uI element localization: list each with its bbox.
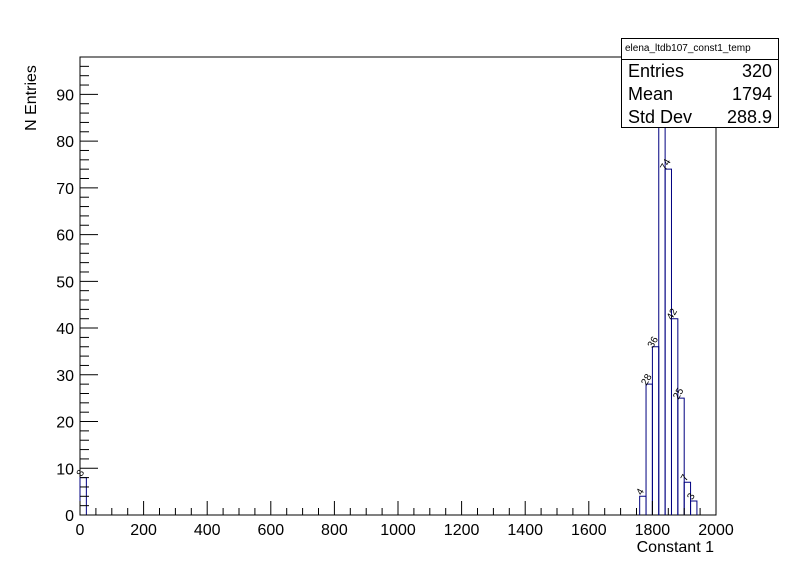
y-tick-label: 40 xyxy=(56,321,74,338)
histogram-bin xyxy=(690,500,698,515)
x-tick-label: 800 xyxy=(321,522,348,539)
stats-value: 320 xyxy=(741,61,772,81)
stats-row-mean: Mean 1794 xyxy=(622,83,778,106)
bin-value-label: 74 xyxy=(659,157,674,173)
bin-value-label: 42 xyxy=(665,307,680,323)
x-axis: 0 200 400 600 800 1000 1200 1400 1600 1800 2000 xyxy=(76,501,734,539)
stats-value: 288.9 xyxy=(726,107,772,127)
stats-label: Mean xyxy=(628,84,674,104)
histogram-bin xyxy=(677,397,685,515)
y-tick-label: 60 xyxy=(56,228,74,245)
stats-box: elena_ltdb107_const1_temp Entries 320 Me… xyxy=(621,38,779,128)
histogram-bin xyxy=(683,481,692,515)
y-tick-label: 0 xyxy=(65,508,74,525)
y-tick-label: 30 xyxy=(56,368,74,385)
stats-title: elena_ltdb107_const1_temp xyxy=(622,39,778,60)
y-tick-label: 20 xyxy=(56,415,74,432)
histogram-bars xyxy=(79,56,698,515)
y-tick-label: 50 xyxy=(56,274,74,291)
x-tick-label: 200 xyxy=(130,522,157,539)
y-tick-label: 10 xyxy=(56,461,74,478)
stats-row-entries: Entries 320 xyxy=(622,60,778,83)
histogram-bin xyxy=(664,168,672,515)
x-tick-label: 1400 xyxy=(507,522,543,539)
y-tick-label: 70 xyxy=(56,181,74,198)
bin-value-label: 3 xyxy=(685,491,698,502)
y-tick-label: 80 xyxy=(56,134,74,151)
bin-value-label: 8 xyxy=(75,468,88,479)
y-axis: 0 10 20 30 40 50 60 70 80 90 xyxy=(56,56,98,525)
x-tick-label: 600 xyxy=(257,522,284,539)
histogram-bin xyxy=(651,346,660,515)
y-axis-title: N Entries xyxy=(23,65,40,131)
bin-value-label: 4 xyxy=(635,487,648,498)
bin-value-label: 25 xyxy=(671,386,686,402)
y-tick-label: 90 xyxy=(56,87,74,104)
histogram-bin xyxy=(645,383,653,515)
stats-row-stddev: Std Dev 288.9 xyxy=(622,106,778,129)
x-tick-label: 2000 xyxy=(698,522,734,539)
bin-value-label: 28 xyxy=(640,372,655,388)
x-tick-label: 1600 xyxy=(571,522,607,539)
x-tick-label: 0 xyxy=(76,522,85,539)
stats-label: Std Dev xyxy=(628,107,693,127)
histogram-bin xyxy=(639,495,647,515)
bin-value-label: 36 xyxy=(646,335,661,351)
bin-value-label: 7 xyxy=(679,472,692,483)
stats-label: Entries xyxy=(628,61,685,81)
x-tick-label: 1000 xyxy=(380,522,416,539)
stats-value: 1794 xyxy=(731,84,772,104)
x-axis-title: Constant 1 xyxy=(636,539,714,556)
x-tick-label: 400 xyxy=(194,522,221,539)
x-tick-label: 1200 xyxy=(444,522,480,539)
bin-labels: 8 4 28 36 74 42 25 7 3 xyxy=(75,157,698,502)
histogram-bin xyxy=(670,318,679,515)
x-tick-label: 1800 xyxy=(635,522,671,539)
